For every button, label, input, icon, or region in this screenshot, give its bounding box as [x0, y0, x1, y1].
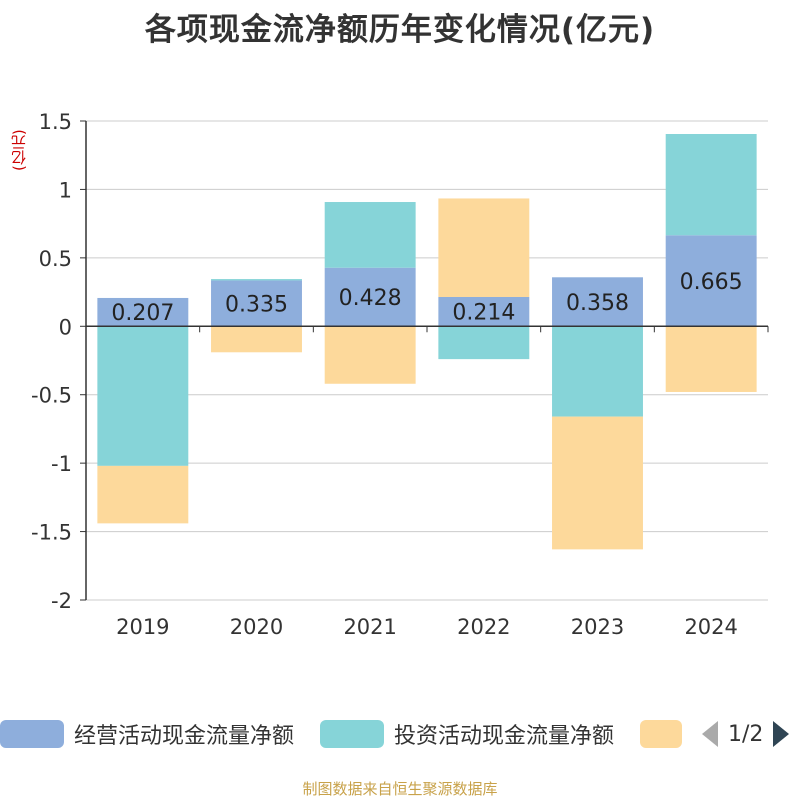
- x-tick-label: 2021: [343, 615, 396, 639]
- data-source: 制图数据来自恒生聚源数据库: [302, 780, 498, 798]
- bar-2020-series-2: [211, 326, 302, 353]
- y-tick-label: -1.5: [31, 521, 72, 545]
- pager-next-icon[interactable]: [773, 721, 790, 747]
- axes: 1.5 1 0.5 0 -0.5 -1 -1.5 -2 2019 2020 2021 2022 2023…: [31, 110, 769, 639]
- legend-pager: 1/2: [702, 716, 790, 752]
- grid-lines: [86, 120, 768, 601]
- data-label-2024: 0.665: [680, 270, 743, 295]
- bar-2021-series-1: [324, 202, 416, 268]
- legend-swatch-investing: [320, 720, 384, 748]
- y-tick-label: 1: [59, 178, 72, 202]
- bar-2020-series-1: [211, 279, 302, 281]
- bar-2023-series-2: [552, 416, 643, 550]
- x-tick-label: 2024: [684, 615, 737, 639]
- bar-2023-series-1: [552, 326, 643, 417]
- bar-2022-series-2: [438, 198, 530, 297]
- x-tick-label: 2023: [571, 615, 624, 639]
- x-tick-label: 2019: [116, 615, 169, 639]
- bar-2021-series-0: [324, 267, 416, 327]
- bar-2024-series-0: [665, 235, 757, 327]
- y-tick-label: -2: [51, 589, 72, 613]
- bars: [97, 134, 757, 550]
- data-labels: 0.207 0.335 0.428 0.214 0.358 0.665: [111, 270, 742, 326]
- bar-2022-series-0: [438, 296, 530, 327]
- bar-2021-series-2: [324, 326, 416, 384]
- data-label-2020: 0.335: [225, 292, 288, 317]
- data-label-2022: 0.214: [452, 301, 515, 326]
- data-label-2019: 0.207: [111, 301, 174, 326]
- legend-item-operating[interactable]: 经营活动现金流量净额: [0, 716, 294, 752]
- bar-2020-series-0: [211, 280, 302, 327]
- legend: 经营活动现金流量净额 投资活动现金流量净额 1/2: [0, 716, 800, 752]
- data-label-2021: 0.428: [339, 286, 402, 311]
- legend-item-financing[interactable]: [640, 716, 692, 752]
- y-tick-label: 0: [59, 315, 72, 339]
- bar-2024-series-2: [665, 326, 757, 392]
- y-tick-label: 1.5: [39, 110, 72, 134]
- x-tick-label: 2022: [457, 615, 510, 639]
- y-tick-label: 0.5: [39, 247, 72, 271]
- chart-title: 各项现金流净额历年变化情况(亿元): [144, 12, 656, 48]
- y-tick-label: -1: [51, 452, 72, 476]
- bar-2022-series-1: [438, 326, 530, 360]
- legend-swatch-operating: [0, 720, 64, 748]
- x-tick-label: 2020: [230, 615, 283, 639]
- pager-page: 1/2: [728, 721, 764, 747]
- data-label-2023: 0.358: [566, 291, 629, 316]
- legend-item-investing[interactable]: 投资活动现金流量净额: [320, 716, 614, 752]
- legend-swatch-financing: [640, 720, 682, 748]
- bar-2023-series-0: [552, 277, 643, 327]
- pager-prev-icon[interactable]: [702, 721, 718, 747]
- bar-2019-series-0: [97, 297, 189, 327]
- legend-label-investing: 投资活动现金流量净额: [394, 724, 615, 749]
- bar-2024-series-1: [665, 134, 757, 236]
- bar-2019-series-1: [97, 326, 189, 466]
- bar-2019-series-2: [97, 465, 189, 524]
- y-tick-label: -0.5: [31, 384, 72, 408]
- legend-label-operating: 经营活动现金流量净额: [74, 724, 295, 749]
